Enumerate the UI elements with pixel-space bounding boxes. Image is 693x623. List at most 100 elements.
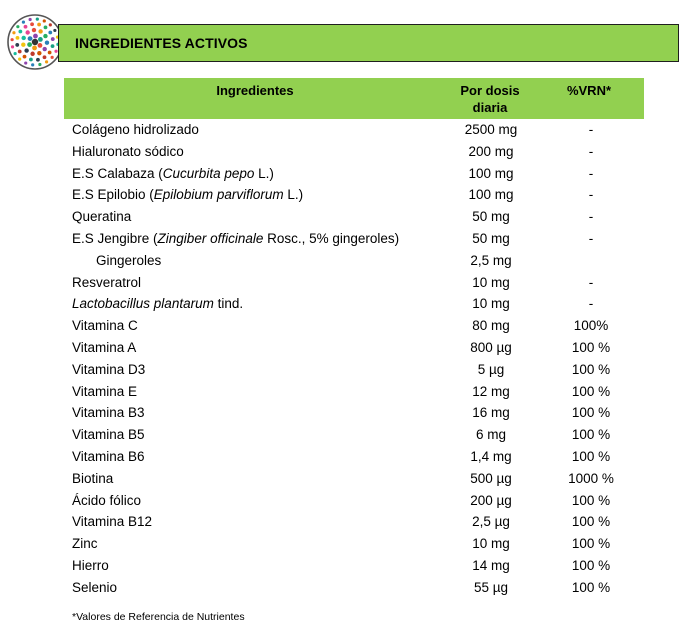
- table-row: Hierro 14 mg 100 %: [0, 555, 693, 577]
- header-dose-line2: diaria: [472, 100, 508, 115]
- ingredient-dose: 12 mg: [472, 383, 510, 399]
- ingredient-vrn: 1000 %: [568, 470, 614, 486]
- table-row: Selenio 55 µg 100 %: [0, 577, 693, 599]
- ingredient-name-suffix: L.): [283, 187, 304, 203]
- ingredient-dose: 1,4 mg: [470, 448, 512, 464]
- ingredient-dose: 2500 mg: [464, 122, 518, 137]
- table-body: Colágeno hidrolizado 2500 mg - Hialuronato …: [0, 119, 693, 599]
- ingredient-vrn: 100 %: [571, 536, 611, 552]
- ingredient-vrn: 100 %: [571, 492, 611, 508]
- ingredient-dose: 2,5 mg: [470, 252, 512, 268]
- ingredient-vrn: -: [588, 274, 594, 290]
- ingredient-dose: 200 mg: [468, 143, 514, 159]
- ingredient-dose: 200 µg: [470, 492, 512, 508]
- ingredient-dose: 5 µg: [477, 361, 505, 377]
- table-row: Vitamina A 800 µg 100 %: [0, 337, 693, 359]
- ingredient-vrn: 100 %: [571, 427, 611, 443]
- ingredient-dose: 80 mg: [472, 318, 510, 334]
- table-header: Ingredientes Por dosis diaria %VRN*: [64, 78, 644, 119]
- ingredient-name-prefix: E.S Epilobio (: [72, 187, 154, 203]
- ingredient-vrn: -: [588, 230, 594, 246]
- table-row: Vitamina B5 6 mg 100 %: [0, 424, 693, 446]
- ingredient-name: Vitamina C: [72, 318, 138, 334]
- table-row: Queratina 50 mg -: [0, 206, 693, 228]
- ingredient-name: E.S Calabaza (Cucurbita pepo L.): [72, 166, 274, 181]
- header-dose-line1: Por dosis: [460, 83, 520, 98]
- ingredient-name: Zinc: [72, 536, 98, 552]
- table-row: Vitamina B6 1,4 mg 100 %: [0, 446, 693, 468]
- ingredient-name: Vitamina B12: [72, 514, 153, 530]
- ingredient-vrn: -: [588, 165, 594, 181]
- table-row: Vitamina C 80 mg 100%: [0, 315, 693, 337]
- ingredient-name: Gingeroles: [96, 252, 162, 268]
- ingredient-name: Selenio: [72, 579, 118, 595]
- ingredient-name: Queratina: [72, 209, 132, 225]
- ingredient-vrn: 100 %: [571, 339, 611, 355]
- ingredient-vrn: 100%: [573, 318, 609, 334]
- ingredient-name: Hialuronato sódico: [72, 143, 184, 159]
- ingredient-dose: 10 mg: [472, 536, 510, 552]
- ingredient-vrn: 100 %: [571, 383, 611, 399]
- table-row: E.S Jengibre (Zingiber officinale Rosc.,…: [0, 228, 693, 250]
- ingredient-dose: 6 mg: [475, 427, 506, 443]
- ingredient-dose: 16 mg: [472, 405, 510, 421]
- ingredient-name: Lactobacillus plantarum tind.: [72, 296, 243, 311]
- table-row: Zinc 10 mg 100 %: [0, 533, 693, 555]
- table-row: E.S Epilobio (Epilobium parviflorum L.) 1…: [0, 184, 693, 206]
- ingredient-name-suffix: tind.: [213, 296, 244, 312]
- table-row: E.S Calabaza (Cucurbita pepo L.) 100 mg -: [0, 163, 693, 185]
- ingredient-vrn: -: [588, 209, 594, 225]
- section-header: INGREDIENTES ACTIVOS: [58, 24, 679, 62]
- header-ingredients: Ingredientes: [216, 83, 294, 98]
- ingredient-name: E.S Epilobio (Epilobium parviflorum L.): [72, 187, 303, 202]
- header-dose: Por dosis diaria: [432, 82, 548, 116]
- table-row: Hialuronato sódico 200 mg -: [0, 141, 693, 163]
- ingredient-name: Biotina: [72, 470, 114, 486]
- ingredient-dose: 10 mg: [472, 274, 510, 290]
- table-row: Lactobacillus plantarum tind. 10 mg -: [0, 293, 693, 315]
- ingredient-scientific-name: Lactobacillus plantarum: [72, 296, 214, 312]
- ingredient-name: Vitamina B3: [72, 405, 145, 421]
- ingredient-vrn: 100 %: [571, 579, 611, 595]
- ingredient-name: Hierro: [72, 557, 109, 573]
- ingredient-dose: 10 mg: [472, 296, 510, 312]
- table-row: Vitamina B3 16 mg 100 %: [0, 402, 693, 424]
- ingredient-scientific-name: Cucurbita pepo: [162, 165, 255, 181]
- ingredient-name: Vitamina D3: [72, 361, 146, 377]
- ingredient-vrn: -: [588, 296, 594, 312]
- logo-icon: [6, 13, 64, 71]
- table-row: Gingeroles 2,5 mg: [0, 250, 693, 272]
- ingredient-dose: 55 µg: [473, 579, 509, 595]
- table-row: Biotina 500 µg 1000 %: [0, 468, 693, 490]
- ingredient-vrn: 100 %: [571, 514, 611, 530]
- ingredient-vrn: 100 %: [571, 405, 611, 421]
- ingredient-dose: 100 mg: [468, 165, 514, 181]
- ingredient-scientific-name: Zingiber officinale: [157, 230, 264, 246]
- ingredient-name-prefix: E.S Calabaza (: [72, 165, 163, 181]
- ingredient-vrn: -: [588, 143, 594, 159]
- ingredient-name: Resveratrol: [72, 274, 142, 290]
- table-row: Vitamina E 12 mg 100 %: [0, 381, 693, 403]
- table-row: Vitamina D3 5 µg 100 %: [0, 359, 693, 381]
- ingredient-dose: 2,5 µg: [472, 514, 510, 530]
- table-row: Vitamina B12 2,5 µg 100 %: [0, 511, 693, 533]
- ingredient-name-suffix: Rosc., 5% gingeroles): [263, 230, 400, 246]
- footnote: *Valores de Referencia de Nutrientes: [72, 611, 245, 623]
- ingredient-name: Vitamina E: [72, 383, 138, 399]
- ingredient-dose: 100 mg: [468, 187, 514, 203]
- ingredient-name: Ácido fólico: [72, 492, 142, 508]
- ingredient-scientific-name: Epilobium parviflorum: [153, 187, 284, 203]
- ingredient-dose: 50 mg: [472, 230, 510, 246]
- ingredient-dose: 800 µg: [470, 339, 512, 355]
- ingredient-name: Vitamina B5: [72, 427, 145, 443]
- ingredient-dose: 500 µg: [470, 470, 512, 486]
- ingredient-vrn: 100 %: [571, 557, 611, 573]
- ingredient-vrn: 100 %: [571, 448, 611, 464]
- ingredient-name: Vitamina A: [72, 339, 137, 355]
- ingredient-name: E.S Jengibre (Zingiber officinale Rosc.,…: [72, 231, 399, 246]
- ingredient-dose: 14 mg: [472, 557, 510, 573]
- header-vrn: %VRN*: [566, 83, 612, 98]
- ingredient-vrn: -: [588, 187, 594, 203]
- ingredient-vrn: -: [588, 122, 594, 137]
- ingredient-name: Vitamina B6: [72, 448, 145, 464]
